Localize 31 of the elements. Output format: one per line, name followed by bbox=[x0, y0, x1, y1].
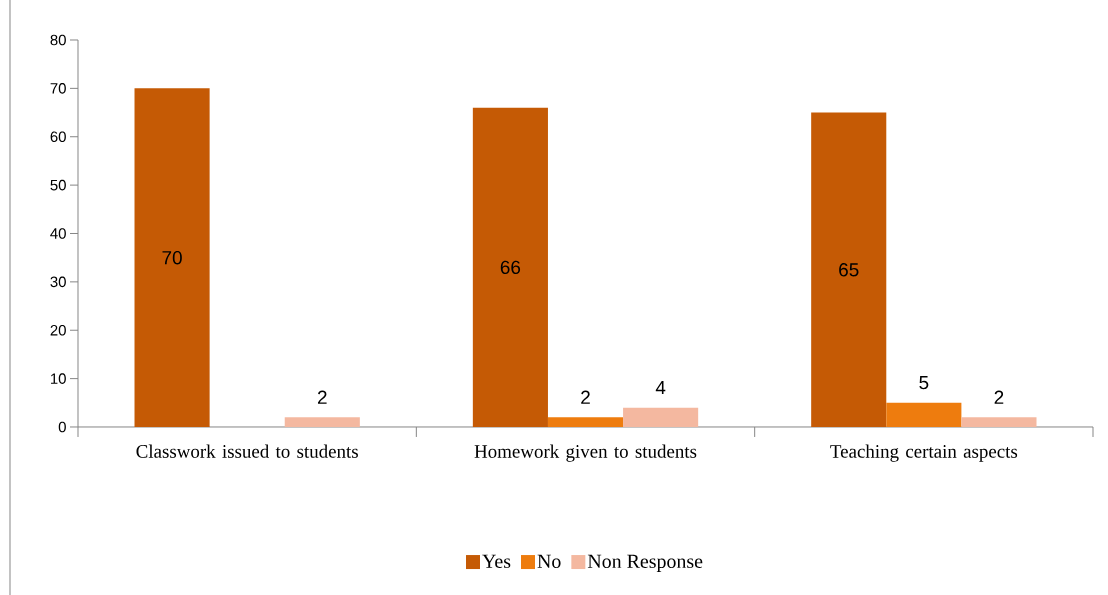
bar bbox=[547, 417, 624, 427]
x-tick-label: Teaching certain aspects bbox=[830, 444, 1018, 462]
y-tick-label: 40 bbox=[50, 228, 66, 239]
x-tick-label: Homework given to students bbox=[474, 444, 697, 462]
bar bbox=[623, 407, 699, 427]
bar bbox=[284, 417, 360, 427]
data-label: 4 bbox=[655, 381, 666, 395]
x-tick-label: Classwork issued to students bbox=[136, 444, 358, 458]
data-label: 66 bbox=[500, 260, 521, 275]
y-tick-label: 50 bbox=[50, 179, 66, 191]
y-tick-label: 60 bbox=[50, 131, 66, 143]
data-label: 2 bbox=[581, 390, 590, 404]
data-label: 2 bbox=[317, 390, 327, 404]
data-label: 70 bbox=[162, 250, 182, 265]
y-tick-label: 30 bbox=[50, 276, 66, 288]
y-tick-label: 20 bbox=[50, 324, 66, 336]
bar bbox=[472, 107, 548, 427]
y-tick-label: 80 bbox=[50, 34, 66, 46]
bar bbox=[134, 88, 210, 427]
data-label: 2 bbox=[994, 390, 1004, 404]
bar bbox=[886, 402, 962, 427]
y-tick-label: 70 bbox=[50, 83, 66, 94]
y-tick-label: 0 bbox=[58, 421, 66, 433]
legend-label: Yes bbox=[482, 554, 511, 569]
data-label: 65 bbox=[839, 263, 859, 277]
legend-label: No bbox=[537, 554, 561, 569]
y-tick-label: 10 bbox=[51, 373, 66, 384]
bar bbox=[811, 112, 887, 427]
data-label: 5 bbox=[919, 376, 929, 390]
bar bbox=[961, 417, 1037, 427]
legend-label: Non Response bbox=[587, 554, 703, 573]
